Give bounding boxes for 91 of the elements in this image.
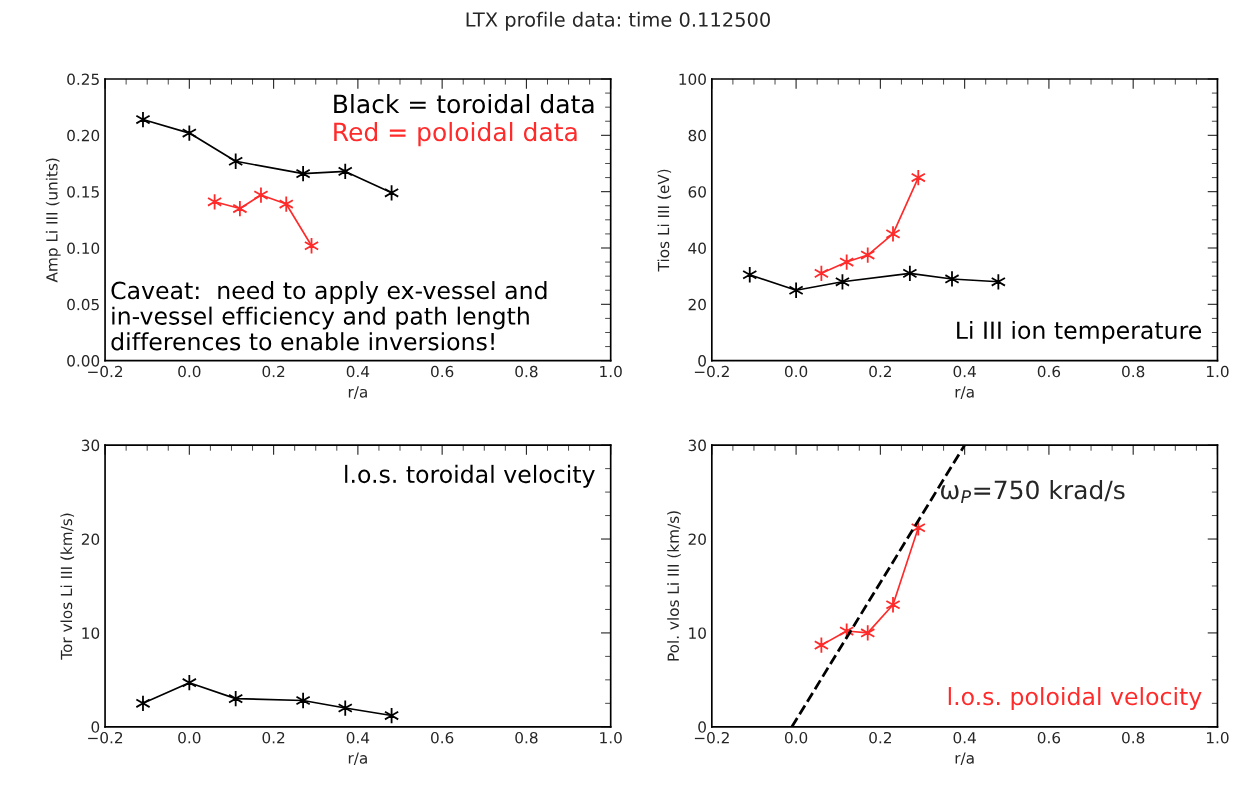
point [813,264,829,282]
text: Black = toroidal data [334,94,594,114]
point [228,690,244,708]
y-tick-label: 30 [688,439,706,452]
point [253,186,269,204]
y-tick-label: 0 [698,355,706,367]
annotation: l.o.s. poloidal velocity [948,687,1202,710]
x-tick-label: 1.0 [1206,365,1229,378]
x-axis-title: r/a [348,386,367,399]
x-tick-label: 0.4 [953,365,976,378]
annotation: Caveat: need to apply ex-vessel and in-vessel efficiency and path length differences to enable inversions! [111,281,547,351]
y-tick-label: 10 [82,627,100,639]
x-axis-title: r/a [348,752,367,766]
x-tick-label: 0.0 [784,365,808,378]
annotation: ω$_{P}$=750 krad/s [941,479,1125,504]
y-tick-label: 100 [679,73,706,86]
x-tick-label: 0.2 [869,365,891,378]
x-tick-label: 0.8 [1122,365,1145,378]
x-tick-label: 0.4 [953,731,976,744]
x-tick-label: 0.0 [784,731,808,744]
point [990,273,1006,291]
x-tick-label: 0.0 [178,365,201,378]
x-tick-label: 0.6 [431,731,454,744]
point [839,253,855,271]
y-tick-label: 10 [689,627,706,639]
y-axis-title: Pol. vlos Li III (km/s) [667,511,681,661]
point [860,624,876,642]
x-axis-title: r/a [955,752,974,766]
point [742,266,758,284]
point [181,674,197,692]
x-tick-label: 0.8 [515,365,538,378]
x-tick-label: 0.2 [262,731,285,744]
point [337,162,353,180]
point [813,636,829,654]
y-tick-label: 0.20 [67,129,100,142]
y-tick-label: 0 [91,721,100,733]
x-tick-label: 1.0 [600,365,622,378]
point [295,165,311,183]
y-axis-title: Amp Li III (units) [45,158,61,283]
point [278,195,294,213]
point [902,264,918,282]
x-tick-label: 0.6 [1037,731,1061,744]
x-tick-label: 0.6 [431,365,454,378]
text: Red = poloidal data [334,121,577,147]
y-tick-label: 0.05 [67,298,99,311]
y-axis-title: Tios Li III (eV) [657,169,672,272]
x-tick-label: 0.8 [515,731,538,744]
x-tick-label: −0.2 [694,731,729,744]
point [860,246,876,264]
y-tick-label: 40 [688,242,706,255]
y-tick-label: 80 [688,129,706,142]
x-axis-title: r/a [955,386,974,399]
x-tick-label: −0.2 [88,365,123,378]
point [337,699,353,717]
point [944,270,960,288]
x-tick-label: 1.0 [600,731,622,744]
point [207,193,223,211]
y-tick-label: 0.25 [67,73,99,86]
x-tick-label: −0.2 [694,365,729,378]
point [885,225,901,243]
y-tick-label: 60 [688,186,706,198]
y-tick-label: 0 [698,721,706,733]
annotation: l.o.s. toroidal velocity [345,464,595,488]
y-tick-label: 0.15 [67,186,99,198]
x-tick-label: 0.8 [1122,731,1145,744]
annotation: Li III ion temperature [957,320,1202,344]
point [181,124,197,142]
point [228,152,244,170]
point [885,596,901,614]
x-tick-label: −0.2 [88,731,123,744]
y-tick-label: 0.10 [67,242,100,255]
y-tick-label: 20 [81,533,100,546]
y-tick-label: 20 [688,298,706,311]
y-tick-label: 0.00 [67,355,100,367]
point [135,694,151,712]
x-tick-label: 0.0 [178,731,201,744]
point [910,169,926,187]
x-tick-label: 0.4 [346,731,370,744]
point [232,200,248,218]
point [135,111,151,129]
x-tick-label: 0.2 [262,365,285,378]
chart-title: LTX profile data: time 0.112500 [466,11,770,31]
x-tick-label: 0.4 [346,365,370,378]
point [295,691,311,710]
y-tick-label: 30 [81,439,100,452]
y-tick-label: 20 [688,533,706,546]
x-tick-label: 0.2 [869,731,891,744]
x-tick-label: 1.0 [1206,731,1229,744]
y-axis-title: Tor vlos Li III (km/s) [60,513,75,660]
x-tick-label: 0.6 [1037,365,1061,378]
point [788,281,804,299]
